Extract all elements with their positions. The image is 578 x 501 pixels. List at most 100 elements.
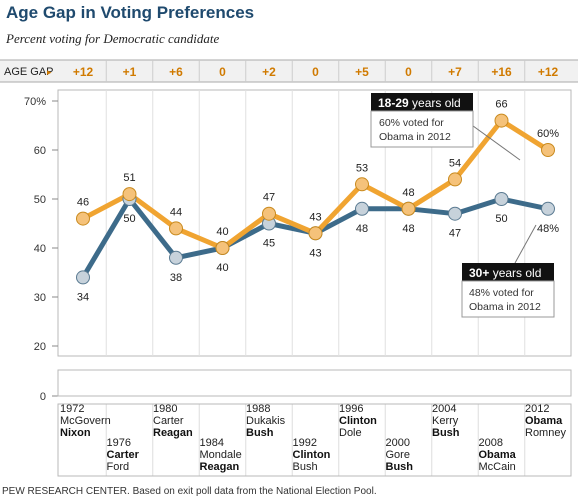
age-gap-value: +5 xyxy=(355,65,369,79)
point-18-29 xyxy=(448,172,462,187)
point-18-29 xyxy=(308,226,323,241)
callout-old-line1: 48% voted for xyxy=(469,287,534,299)
callout-old-body xyxy=(461,280,555,318)
age-gap-label: AGE GAP xyxy=(4,66,54,78)
election-winner: Nixon xyxy=(60,427,91,439)
y-tick-label: 20 xyxy=(34,341,46,353)
data-label-30-plus: 50 xyxy=(123,213,135,225)
age-gap-value: +6 xyxy=(169,65,183,79)
point-30-plus xyxy=(169,250,183,265)
y-tick-label: 0 xyxy=(40,391,46,403)
election-candidate: Carter xyxy=(153,415,184,427)
callout-old-header xyxy=(462,263,554,281)
election-winner: Obama xyxy=(479,449,517,461)
y-tick-label: 40 xyxy=(34,243,46,255)
election-winner: Clinton xyxy=(293,449,331,461)
callout-old: 30+ years old 48% voted for Obama in 201… xyxy=(461,224,555,318)
age-gap-arrow-icon: ▸ xyxy=(47,68,52,78)
election-candidate: Mondale xyxy=(200,449,242,461)
election-winner: Clinton xyxy=(339,415,377,427)
age-gap-value: 0 xyxy=(312,65,319,79)
point-18-29 xyxy=(355,177,369,192)
election-year: 2012 xyxy=(525,403,549,415)
age-gap-value: +12 xyxy=(73,65,94,79)
election-candidate: McGovern xyxy=(60,415,111,427)
age-gap-value: +2 xyxy=(262,65,276,79)
data-label-30-plus: 48 xyxy=(402,223,414,235)
election-winner: Bush xyxy=(246,427,274,439)
election-winner: Bush xyxy=(432,427,460,439)
data-label-18-29: 60% xyxy=(537,128,559,140)
data-label-30-plus: 43 xyxy=(309,247,321,259)
election-candidate: Dukakis xyxy=(246,415,286,427)
chart-subtitle: Percent voting for Democratic candidate xyxy=(5,31,219,46)
data-label-30-plus: 48 xyxy=(356,223,368,235)
election-candidate: Bush xyxy=(293,461,318,473)
source-note: PEW RESEARCH CENTER. Based on exit poll … xyxy=(2,486,377,497)
point-18-29 xyxy=(401,201,416,216)
y-tick-label: 60 xyxy=(34,145,46,157)
point-18-29 xyxy=(76,211,90,226)
age-gap-row-bg xyxy=(0,60,578,82)
point-18-29 xyxy=(494,113,509,128)
election-winner: Bush xyxy=(386,461,414,473)
election-candidate: Gore xyxy=(386,449,410,461)
callout-young-line1: 60% voted for xyxy=(379,117,444,129)
callout-young: 18-29 years old 60% voted for Obama in 2… xyxy=(370,93,521,161)
callout-old-leader xyxy=(514,224,537,264)
age-gap-value: +16 xyxy=(491,65,512,79)
point-18-29 xyxy=(122,187,137,202)
data-label-30-plus: 34 xyxy=(77,291,89,303)
zero-axis-strip xyxy=(57,369,572,397)
point-18-29 xyxy=(541,143,555,157)
age-gap-value: 0 xyxy=(405,65,412,79)
y-tick-label: 30 xyxy=(34,292,46,304)
election-year: 1976 xyxy=(107,437,131,449)
data-label-30-plus: 47 xyxy=(449,228,461,240)
data-label-18-29: 46 xyxy=(77,197,89,209)
election-year: 1972 xyxy=(60,403,84,415)
point-30-plus xyxy=(494,192,509,206)
age-gap-value: 0 xyxy=(219,65,226,79)
data-label-30-plus: 38 xyxy=(170,272,182,284)
election-winner: Reagan xyxy=(200,461,240,473)
age-gap-value: +12 xyxy=(538,65,559,79)
callout-young-header xyxy=(371,93,473,111)
data-label-18-29: 44 xyxy=(170,206,182,218)
callout-old-heading: 30+ years old xyxy=(469,266,541,280)
data-label-18-29: 51 xyxy=(123,172,135,184)
data-label-18-29: 47 xyxy=(263,192,275,204)
election-year: 2008 xyxy=(479,437,503,449)
election-candidate: Dole xyxy=(339,427,362,439)
data-label-18-29: 40 xyxy=(216,226,228,238)
callout-young-body xyxy=(370,110,474,148)
data-label-30-plus: 40 xyxy=(216,262,228,274)
data-label-18-29: 66 xyxy=(495,99,507,111)
election-winner: Carter xyxy=(107,449,140,461)
election-candidate: Ford xyxy=(107,461,130,473)
election-year: 1992 xyxy=(293,437,317,449)
election-winner: Obama xyxy=(525,415,563,427)
data-label-18-29: 43 xyxy=(309,211,321,223)
election-year: 1980 xyxy=(153,403,177,415)
callout-old-line2: Obama in 2012 xyxy=(469,301,541,313)
chart-title: Age Gap in Voting Preferences xyxy=(6,3,254,22)
data-label-30-plus: 48% xyxy=(537,223,559,235)
election-candidate: Kerry xyxy=(432,415,459,427)
data-label-30-plus: 50 xyxy=(495,213,507,225)
point-18-29 xyxy=(262,206,276,221)
point-18-29 xyxy=(169,221,183,236)
election-year: 2000 xyxy=(386,437,410,449)
point-30-plus xyxy=(448,206,462,221)
point-30-plus xyxy=(76,270,90,285)
y-tick-label: 70% xyxy=(24,96,46,108)
point-30-plus xyxy=(541,201,555,216)
point-30-plus xyxy=(355,201,369,216)
election-candidate: McCain xyxy=(479,461,516,473)
